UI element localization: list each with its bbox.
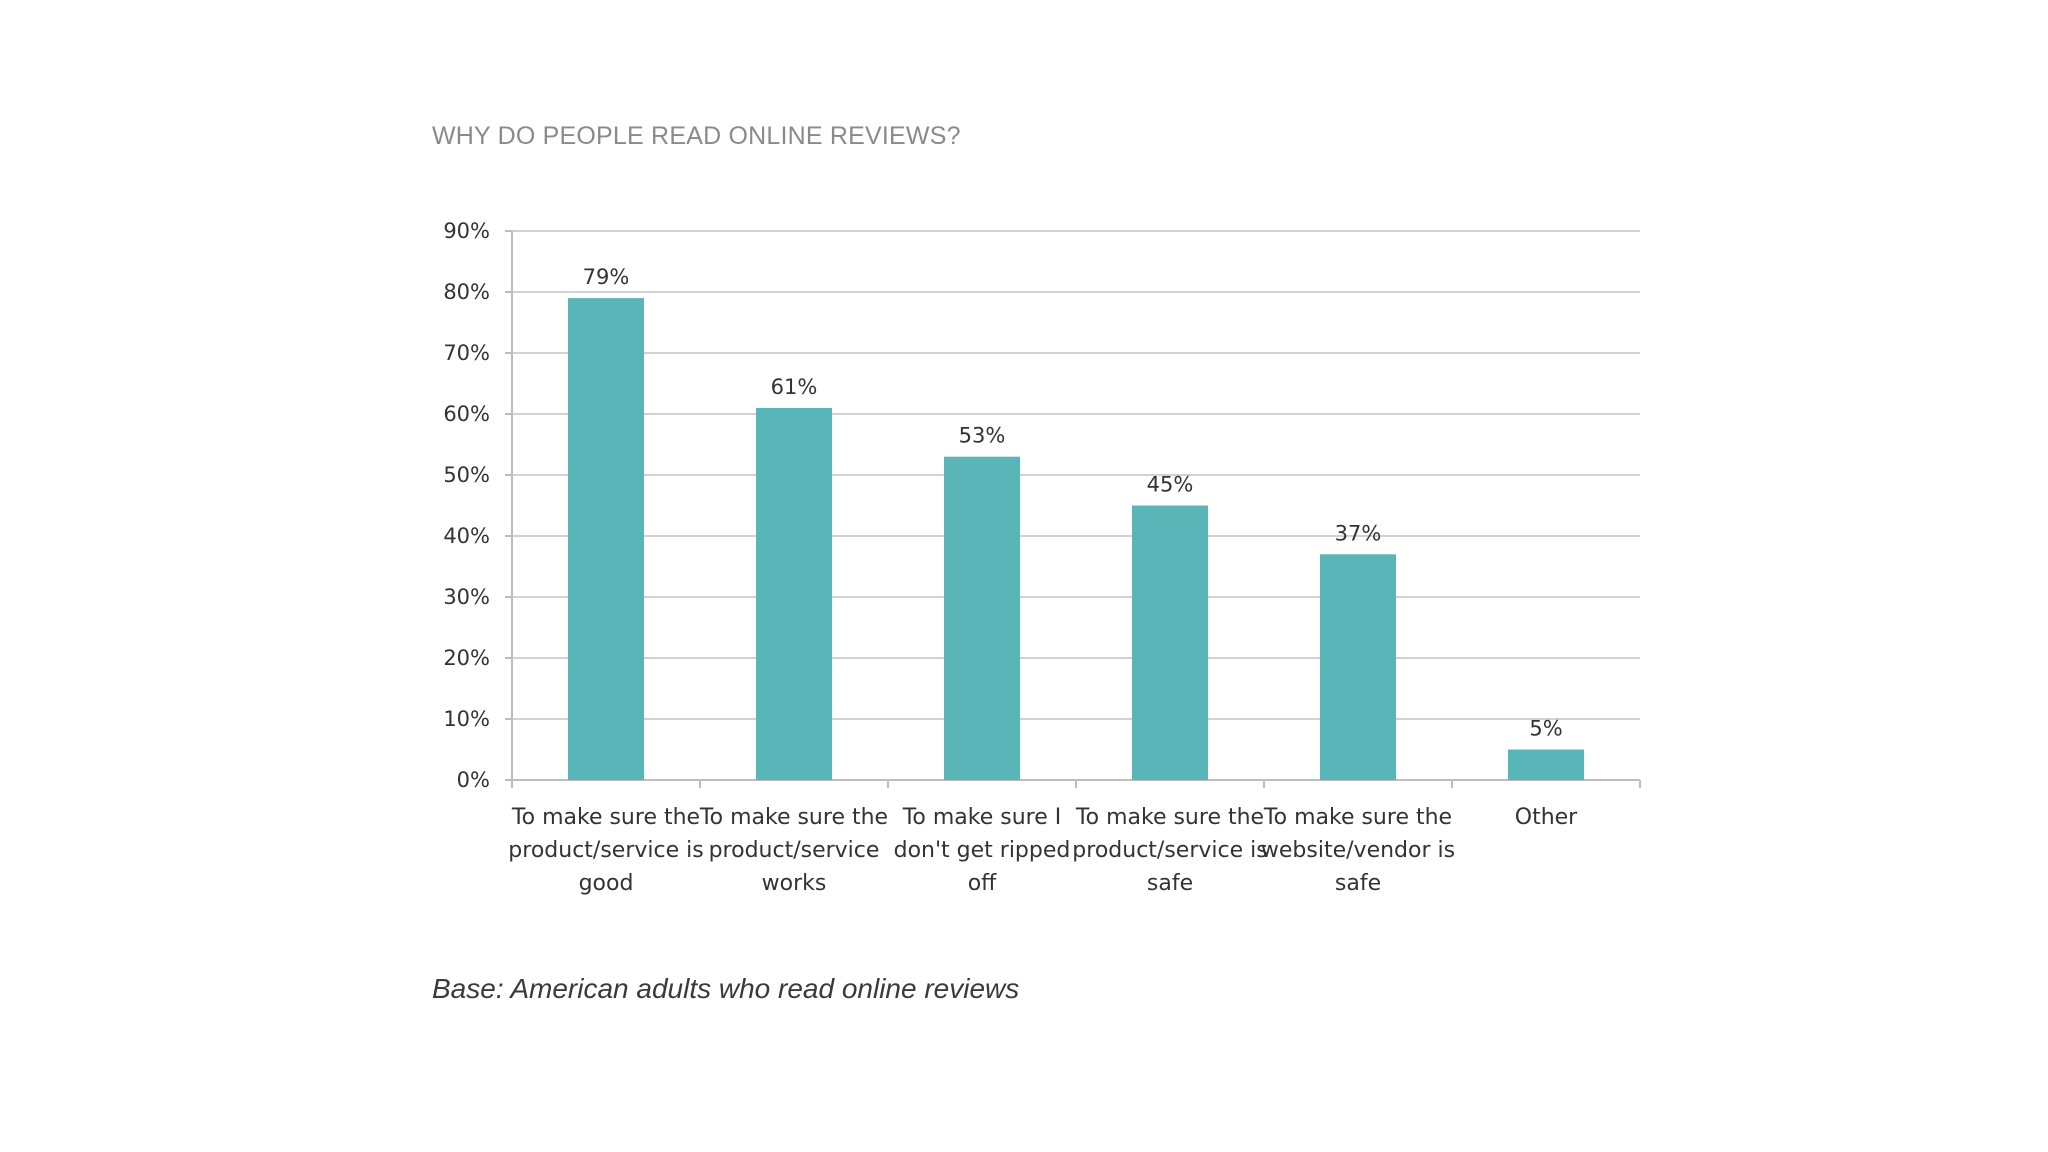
category-label: website/vendor is (1261, 838, 1455, 863)
labels: 0% 10% 20% 30% 40% 50% 60% 70% 80% 90% 79% To make … (443, 219, 1578, 896)
category-label: off (968, 871, 997, 896)
category-label: safe (1335, 871, 1381, 896)
data-label: 61% (771, 375, 818, 399)
category-label: product/service is (508, 838, 703, 863)
data-label: 5% (1529, 717, 1562, 741)
y-tick-label: 0% (457, 768, 490, 792)
y-tick-label: 60% (443, 402, 490, 426)
category-label: safe (1147, 871, 1193, 896)
bars (568, 298, 1584, 780)
y-tick-label: 30% (443, 585, 490, 609)
y-tick-label: 90% (443, 219, 490, 243)
category-label: product/service is (1072, 838, 1267, 863)
category-label: To make sure the (1075, 805, 1264, 830)
y-tick-label: 80% (443, 280, 490, 304)
chart-title: WHY DO PEOPLE READ ONLINE REVIEWS? (432, 122, 961, 150)
category-label: don't get ripped (894, 838, 1071, 863)
category-label: To make sure the (1263, 805, 1452, 830)
data-label: 45% (1147, 473, 1194, 497)
bar (756, 407, 832, 780)
category-label: To make sure the (699, 805, 888, 830)
y-tick-label: 50% (443, 463, 490, 487)
chart-caption: Base: American adults who read online re… (432, 973, 1020, 1004)
gridlines (512, 230, 1640, 720)
y-tick-label: 20% (443, 646, 490, 670)
y-tick-label: 40% (443, 524, 490, 548)
category-label: To make sure I (902, 805, 1062, 830)
y-tick-label: 10% (443, 707, 490, 731)
category-label: Other (1515, 805, 1578, 830)
bar (944, 456, 1020, 780)
category-label: good (579, 871, 634, 896)
axes (505, 230, 1641, 788)
category-label: To make sure the (511, 805, 700, 830)
category-label: product/service (709, 838, 880, 863)
bar (1320, 554, 1396, 780)
data-label: 79% (583, 265, 630, 289)
category-label: works (762, 871, 827, 896)
bar (1508, 749, 1584, 780)
data-label: 53% (959, 424, 1006, 448)
bar (1132, 505, 1208, 780)
data-label: 37% (1335, 521, 1382, 545)
y-tick-label: 70% (443, 341, 490, 365)
bar (568, 298, 644, 780)
